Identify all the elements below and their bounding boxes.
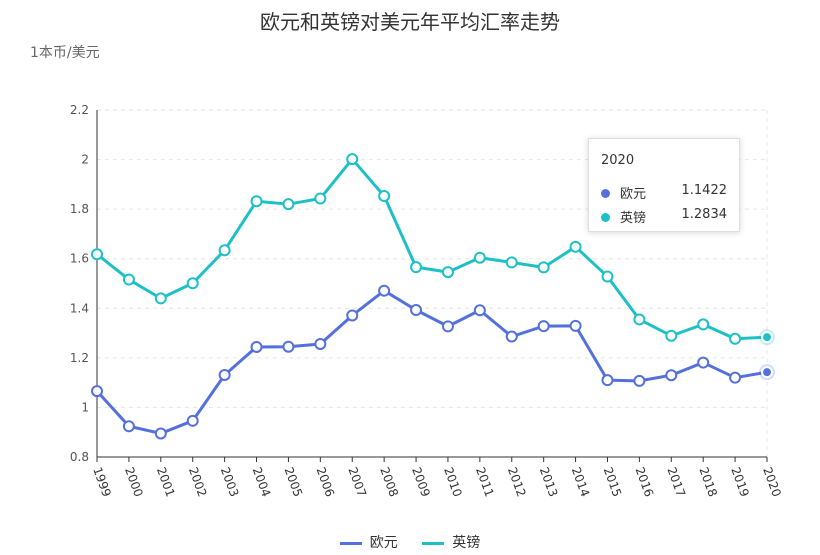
data-point [91,248,103,261]
legend-item-gbp[interactable]: 英镑 [422,532,480,552]
legend: 欧元 英镑 [0,532,820,552]
tooltip: 2020 欧元 1.1422 英镑 1.2834 [588,138,740,232]
y-tick-label: 1.6 [70,252,89,266]
data-point [154,292,167,305]
data-point [441,266,454,279]
data-point [282,198,295,211]
data-point [186,414,199,427]
x-tick-label: 2020 [760,465,784,498]
data-point [697,318,710,331]
y-tick-label: 1 [81,400,89,414]
x-tick-label: 2013 [537,465,561,498]
data-point [378,284,391,297]
tooltip-series-name: 欧元 [620,187,647,202]
y-axis-label: 1本币/美元 [30,45,100,61]
y-tick-label: 2 [81,153,89,167]
legend-line-icon [339,541,362,545]
data-point [601,270,614,283]
data-point [346,153,359,166]
data-point [537,320,550,333]
data-point [473,251,486,264]
x-tick-label: 2018 [696,465,720,498]
x-tick-label: 2014 [569,465,593,498]
y-tick-label: 2.2 [70,103,89,117]
data-point [218,244,231,257]
tooltip-title: 2020 [601,153,635,168]
data-point [665,369,678,382]
tooltip-row-euro: 欧元 1.1422 [601,183,727,202]
data-point [761,366,773,379]
y-tick-label: 0.8 [70,450,89,464]
data-point [410,304,423,317]
x-tick-label: 2000 [122,465,146,498]
data-point [505,330,518,343]
data-point [729,371,742,384]
data-point [569,240,582,253]
legend-item-euro[interactable]: 欧元 [339,532,398,552]
legend-line-icon [422,541,445,545]
data-point [250,195,263,208]
x-tick-label: 2003 [218,465,242,498]
data-point [569,319,582,332]
data-point [282,340,295,353]
data-point [314,337,327,350]
gbp-marker-icon [601,213,610,222]
tooltip-series-name: 英镑 [620,211,647,226]
data-point [122,420,135,433]
tooltip-value: 1.2834 [681,207,728,222]
y-tick-label: 1.4 [70,301,89,315]
y-tick-label: 1.8 [70,202,89,216]
x-tick-label: 2008 [377,465,401,498]
data-point [601,374,614,387]
x-tick-label: 2012 [505,465,529,498]
data-point [410,261,423,274]
data-point [697,356,710,369]
x-tick-label: 2007 [345,465,369,498]
data-point [314,192,327,205]
x-tick-label: 2002 [186,465,210,498]
x-tick-label: 2015 [601,465,625,498]
data-point [633,374,646,387]
x-tick-label: 2001 [154,465,178,498]
data-point [91,385,103,398]
data-point [761,331,773,344]
x-tick-label: 2016 [633,465,657,498]
chart-title: 欧元和英镑对美元年平均汇率走势 [260,10,560,34]
legend-label: 欧元 [369,535,398,551]
y-tick-label: 1.2 [70,351,89,365]
data-point [122,273,135,286]
series-line [95,289,768,435]
data-point [441,320,454,333]
x-tick-label: 2019 [728,465,752,498]
series-line [96,157,768,341]
data-point [505,256,518,269]
tooltip-value: 1.1422 [681,183,728,198]
x-tick-label: 2009 [409,465,433,498]
x-tick-label: 2010 [441,465,465,498]
euro-marker-icon [601,189,610,198]
data-point [250,340,263,353]
x-tick-label: 2011 [473,465,497,498]
data-point [378,190,391,203]
data-point [218,368,231,381]
data-point [346,309,359,322]
x-tick-label: 2004 [250,465,274,498]
data-point [665,329,678,342]
data-point [154,427,167,440]
data-point [537,261,550,274]
data-point [633,313,646,326]
legend-label: 英镑 [452,535,481,551]
x-tick-label: 1999 [90,465,114,498]
data-point [186,277,199,290]
x-tick-label: 2005 [282,465,306,498]
data-point [729,332,742,345]
x-tick-label: 2017 [664,465,688,498]
x-tick-label: 2006 [314,465,338,498]
data-point [473,304,486,317]
tooltip-row-gbp: 英镑 1.2834 [601,207,727,226]
